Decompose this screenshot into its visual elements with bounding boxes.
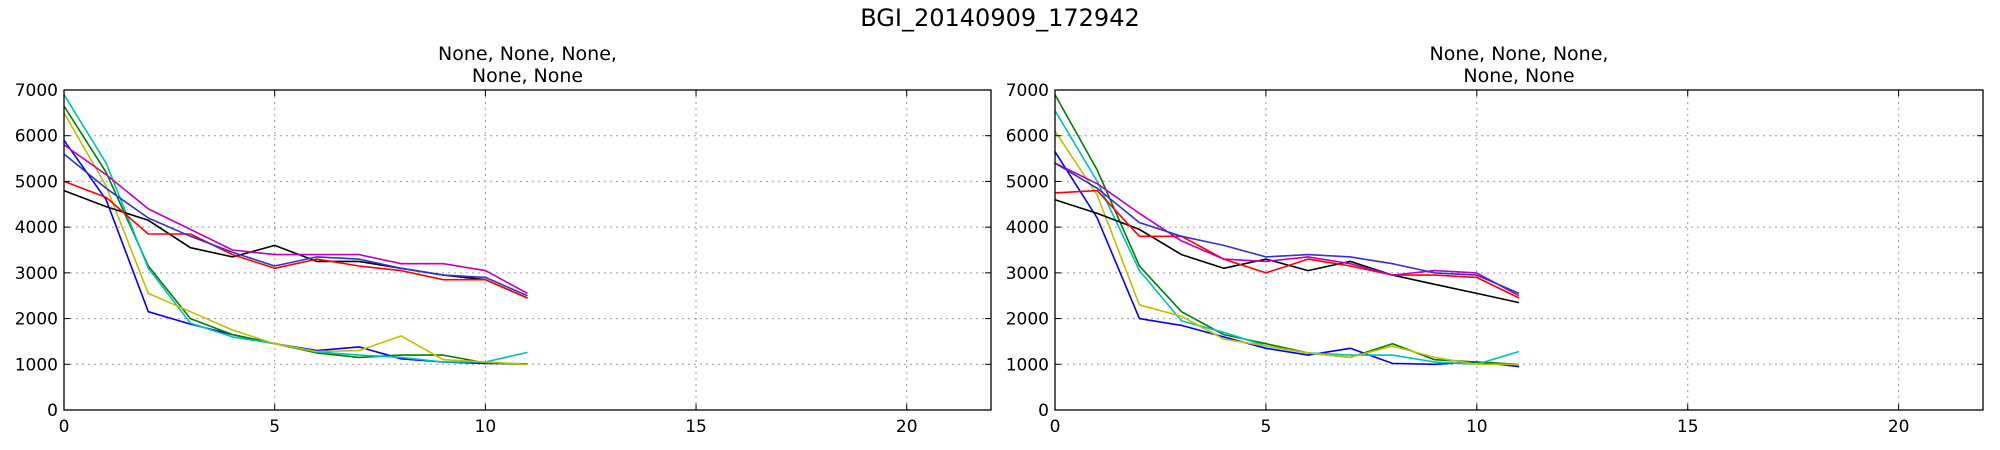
y-tick-label: 2000 [15,310,58,330]
series-line-4 [1054,130,1519,366]
series-line-7 [63,144,528,295]
x-tick-label: 20 [896,417,918,437]
x-tick-label: 15 [1677,417,1699,437]
series-line-5 [1054,198,1520,304]
y-tick-label: 0 [47,401,58,421]
y-tick-label: 1000 [15,355,58,375]
y-tick-label: 4000 [15,218,58,238]
x-tick-label: 10 [475,417,497,437]
series-line-3 [1054,110,1520,366]
series-line-1 [1054,151,1520,368]
subplot-2: 0 5 10 15 20 0 1000 2000 3000 4000 5000 6000 7000 Non… [1006,43,1984,437]
subplot-title-line: None, None, None, [1430,43,1609,65]
series-line-6 [1054,189,1520,299]
y-tick-label: 5000 [15,172,58,192]
series-line-6 [63,180,528,299]
y-tick-label: 0 [1038,401,1049,421]
figure-title: BGI_20140909_172942 [860,4,1140,32]
y-tick-label: 5000 [1006,172,1049,192]
subplot-title-line: None, None, None, [438,43,617,65]
y-tick-label: 7000 [1006,81,1049,101]
y-tick-label: 3000 [1006,264,1049,284]
x-tick-label: 0 [1050,417,1061,437]
series-line-3 [63,94,528,363]
x-tick-label: 5 [1260,417,1271,437]
x-tick-label: 0 [59,417,70,437]
subplot-title-line: None, None [472,65,583,87]
y-tick-label: 3000 [15,264,58,284]
plot-frame [1054,89,1984,411]
x-tick-label: 5 [269,417,280,437]
series-line-2 [1054,94,1520,366]
x-tick-label: 10 [1466,417,1488,437]
y-tick-label: 6000 [1006,127,1049,147]
y-tick-label: 7000 [15,81,58,101]
y-tick-label: 1000 [1006,355,1049,375]
series-line-2 [63,105,528,366]
y-tick-label: 4000 [1006,218,1049,238]
plot-frame [63,89,992,411]
series-line-4 [63,112,528,366]
series-line-1 [63,139,528,365]
subplot-1: 0 5 10 15 20 0 1000 2000 3000 4000 5000 6000 7000 Non… [15,43,992,437]
series-line-8 [63,153,528,297]
series-line-7 [1054,162,1520,297]
y-tick-label: 2000 [1006,310,1049,330]
subplot-title-line: None, None [1463,65,1574,87]
series-line-8 [1054,162,1520,295]
x-tick-label: 20 [1888,417,1910,437]
y-tick-label: 6000 [15,127,58,147]
x-tick-label: 15 [685,417,707,437]
